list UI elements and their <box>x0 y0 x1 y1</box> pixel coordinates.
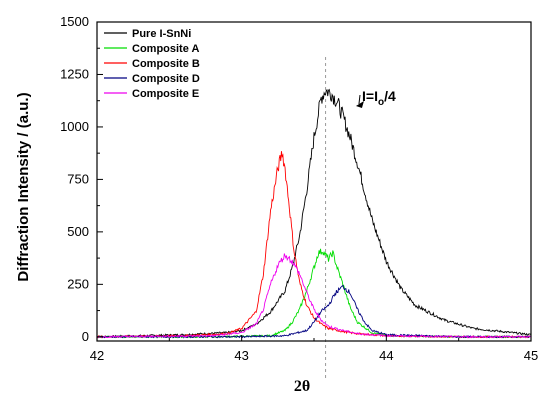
y-tick-label: 750 <box>67 171 89 186</box>
x-tick-label: 44 <box>379 348 393 363</box>
legend-label-3: Composite B <box>132 58 200 70</box>
x-tick-label: 42 <box>90 348 104 363</box>
y-tick-label: 500 <box>67 224 89 239</box>
annotation-arrow-shaft <box>358 94 361 105</box>
peak-annotation: I=Io/4 <box>355 88 396 108</box>
x-axis-label: 2θ <box>294 378 310 395</box>
y-axis-label: Diffraction Intensity / (a.u.) <box>15 92 32 281</box>
y-tick-label: 1000 <box>60 119 89 134</box>
annotation-text: I=Io/4 <box>362 88 396 108</box>
y-tick-label: 1250 <box>60 66 89 81</box>
y-tick-label: 0 <box>82 329 89 344</box>
series-line-1 <box>96 88 532 339</box>
x-tick-label: 43 <box>234 348 248 363</box>
legend-label-1: Pure I-SnNi <box>132 28 191 40</box>
legend-label-2: Composite A <box>132 43 199 55</box>
legend-label-5: Composite E <box>132 88 199 100</box>
x-tick-label: 45 <box>524 348 538 363</box>
legend: Pure I-SnNi Composite A Composite B Composi… <box>104 28 200 100</box>
axes-layer: 42 43 44 45 0 250 500 750 1000 1250 1500 <box>60 14 538 363</box>
series-line-2 <box>96 248 532 339</box>
series-line-5 <box>96 253 532 339</box>
legend-label-4: Composite D <box>132 73 200 85</box>
series-layer <box>96 88 532 339</box>
y-tick-label: 1500 <box>60 14 89 29</box>
annotation-arrow-head <box>355 100 364 108</box>
y-tick-label: 250 <box>67 276 89 291</box>
series-line-4 <box>96 284 532 339</box>
